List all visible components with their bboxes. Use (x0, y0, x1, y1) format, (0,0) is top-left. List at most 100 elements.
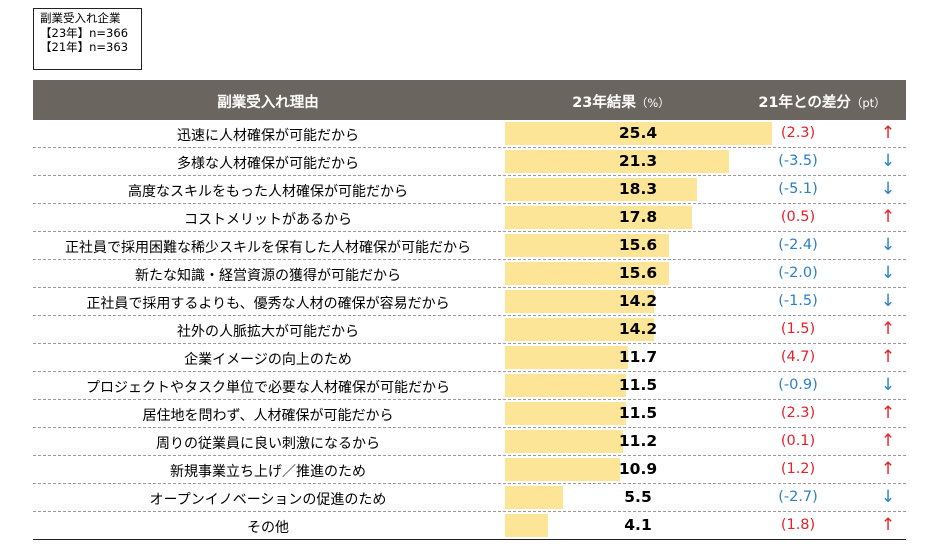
reason-label: その他 (247, 520, 289, 536)
value-bar (505, 262, 669, 285)
table-row: 新たな知識・経営資源の獲得が可能だから 15.6 (-2.0) ↓ (33, 260, 906, 288)
arrow-up-icon: ↑ (880, 123, 896, 143)
value-label: 11.5 (618, 376, 658, 394)
table-row: 居住地を問わず、人材確保が可能だから 11.5 (2.3) ↑ (33, 400, 906, 428)
diff-label: (-1.5) (778, 293, 818, 309)
table-row: 周りの従業員に良い刺激になるから 11.2 (0.1) ↑ (33, 428, 906, 456)
diff-label: (1.8) (780, 517, 816, 533)
value-label: 10.9 (618, 460, 658, 478)
reason-label: 社外の人脈拡大が可能だから (177, 324, 359, 340)
arrow-down-icon: ↓ (880, 291, 896, 311)
value-bar (505, 206, 693, 229)
diff-label: (0.5) (780, 209, 816, 225)
diff-label: (-0.9) (778, 377, 818, 393)
reason-label: 居住地を問わず、人材確保が可能だから (142, 408, 394, 424)
arrow-down-icon: ↓ (880, 263, 896, 283)
diff-label: (-2.7) (778, 489, 818, 505)
value-bar (505, 514, 549, 537)
reason-label: 迅速に人材確保が可能だから (177, 128, 359, 144)
arrow-up-icon: ↑ (880, 347, 896, 367)
reason-label: 多様な人材確保が可能だから (177, 156, 359, 172)
table-row: 多様な人材確保が可能だから 21.3 (-3.5) ↓ (33, 148, 906, 176)
header-result: 23年結果（%） (511, 91, 731, 112)
table-row: その他 4.1 (1.8) ↑ (33, 512, 906, 540)
value-bar (505, 346, 628, 369)
diff-label: (-2.4) (778, 237, 818, 253)
diff-label: (2.3) (780, 125, 816, 141)
table-row: 高度なスキルをもった人材確保が可能だから 18.3 (-5.1) ↓ (33, 176, 906, 204)
sample-label: 副業受入れ企業 (40, 11, 121, 25)
reason-label: 正社員で採用困難な稀少スキルを保有した人材確保が可能だから (65, 240, 471, 256)
header-result-label: 23年結果 (572, 95, 636, 111)
arrow-up-icon: ↑ (880, 319, 896, 339)
value-bar (505, 458, 620, 481)
diff-label: (-5.1) (778, 181, 818, 197)
value-label: 11.5 (618, 404, 658, 422)
reason-label: 周りの従業員に良い刺激になるから (156, 436, 380, 452)
arrow-up-icon: ↑ (880, 207, 896, 227)
value-label: 11.7 (618, 348, 658, 366)
value-bar (505, 430, 623, 453)
value-bar (505, 150, 729, 173)
diff-label: (1.5) (780, 321, 816, 337)
table-body: 迅速に人材確保が可能だから 25.4 (2.3) ↑ 多様な人材確保が可能だから 21.3… (33, 120, 906, 540)
header-reason: 副業受入れ理由 (217, 95, 319, 111)
table-row: プロジェクトやタスク単位で必要な人材確保が可能だから 11.5 (-0.9) ↓ (33, 372, 906, 400)
value-label: 11.2 (618, 432, 658, 450)
table-row: コストメリットがあるから 17.8 (0.5) ↑ (33, 204, 906, 232)
table-header: 副業受入れ理由 23年結果（%） 21年との差分（pt） (33, 80, 906, 120)
table-row: 正社員で採用するよりも、優秀な人材の確保が容易だから 14.2 (-1.5) ↓ (33, 288, 906, 316)
diff-label: (-3.5) (778, 153, 818, 169)
table-row: 社外の人脈拡大が可能だから 14.2 (1.5) ↑ (33, 316, 906, 344)
table-row: 正社員で採用困難な稀少スキルを保有した人材確保が可能だから 15.6 (-2.4) ↓ (33, 232, 906, 260)
value-label: 4.1 (624, 516, 652, 534)
sample-2021-count: 【21年】n=363 (40, 40, 129, 54)
reason-label: プロジェクトやタスク単位で必要な人材確保が可能だから (86, 380, 450, 396)
value-label: 14.2 (618, 292, 658, 310)
reason-label: 正社員で採用するよりも、優秀な人材の確保が容易だから (86, 296, 450, 312)
sample-info-box: 副業受入れ企業 【23年】n=366 【21年】n=363 (33, 8, 142, 70)
arrow-up-icon: ↑ (880, 459, 896, 479)
value-label: 25.4 (618, 124, 658, 142)
arrow-down-icon: ↓ (880, 179, 896, 199)
reason-label: 企業イメージの向上のため (184, 352, 352, 368)
value-bar (505, 318, 655, 341)
value-bar (505, 486, 563, 509)
reason-label: オープンイノベーションの促進のため (149, 492, 387, 508)
table-row: 新規事業立ち上げ／推進のため 10.9 (1.2) ↑ (33, 456, 906, 484)
arrow-down-icon: ↓ (880, 375, 896, 395)
reason-label: 新たな知識・経営資源の獲得が可能だから (135, 268, 401, 284)
value-label: 15.6 (618, 236, 658, 254)
header-result-unit: （%） (635, 96, 670, 110)
arrow-up-icon: ↑ (880, 403, 896, 423)
sample-2023-count: 【23年】n=366 (40, 25, 129, 40)
arrow-down-icon: ↓ (880, 487, 896, 507)
arrow-down-icon: ↓ (880, 235, 896, 255)
value-bar (505, 402, 626, 425)
arrow-down-icon: ↓ (880, 151, 896, 171)
value-label: 17.8 (618, 208, 658, 226)
reason-label: コストメリットがあるから (184, 212, 352, 228)
value-bar (505, 374, 626, 397)
diff-label: (4.7) (780, 349, 816, 365)
diff-label: (-2.0) (778, 265, 818, 281)
arrow-up-icon: ↑ (880, 515, 896, 535)
header-diff-label: 21年との差分 (758, 95, 851, 111)
value-bar (505, 178, 698, 201)
value-label: 14.2 (618, 320, 658, 338)
table-row: 企業イメージの向上のため 11.7 (4.7) ↑ (33, 344, 906, 372)
value-label: 15.6 (618, 264, 658, 282)
table-row: 迅速に人材確保が可能だから 25.4 (2.3) ↑ (33, 120, 906, 148)
diff-label: (2.3) (780, 405, 816, 421)
table-row: オープンイノベーションの促進のため 5.5 (-2.7) ↓ (33, 484, 906, 512)
value-bar (505, 122, 772, 145)
value-bar (505, 234, 669, 257)
reason-label: 高度なスキルをもった人材確保が可能だから (128, 184, 408, 200)
value-label: 18.3 (618, 180, 658, 198)
header-diff-unit: （pt） (850, 96, 886, 110)
diff-label: (1.2) (780, 461, 816, 477)
value-label: 21.3 (618, 152, 658, 170)
reason-label: 新規事業立ち上げ／推進のため (170, 464, 366, 480)
reasons-table: 副業受入れ理由 23年結果（%） 21年との差分（pt） 迅速に人材確保が可能だ… (33, 80, 906, 540)
arrow-up-icon: ↑ (880, 431, 896, 451)
